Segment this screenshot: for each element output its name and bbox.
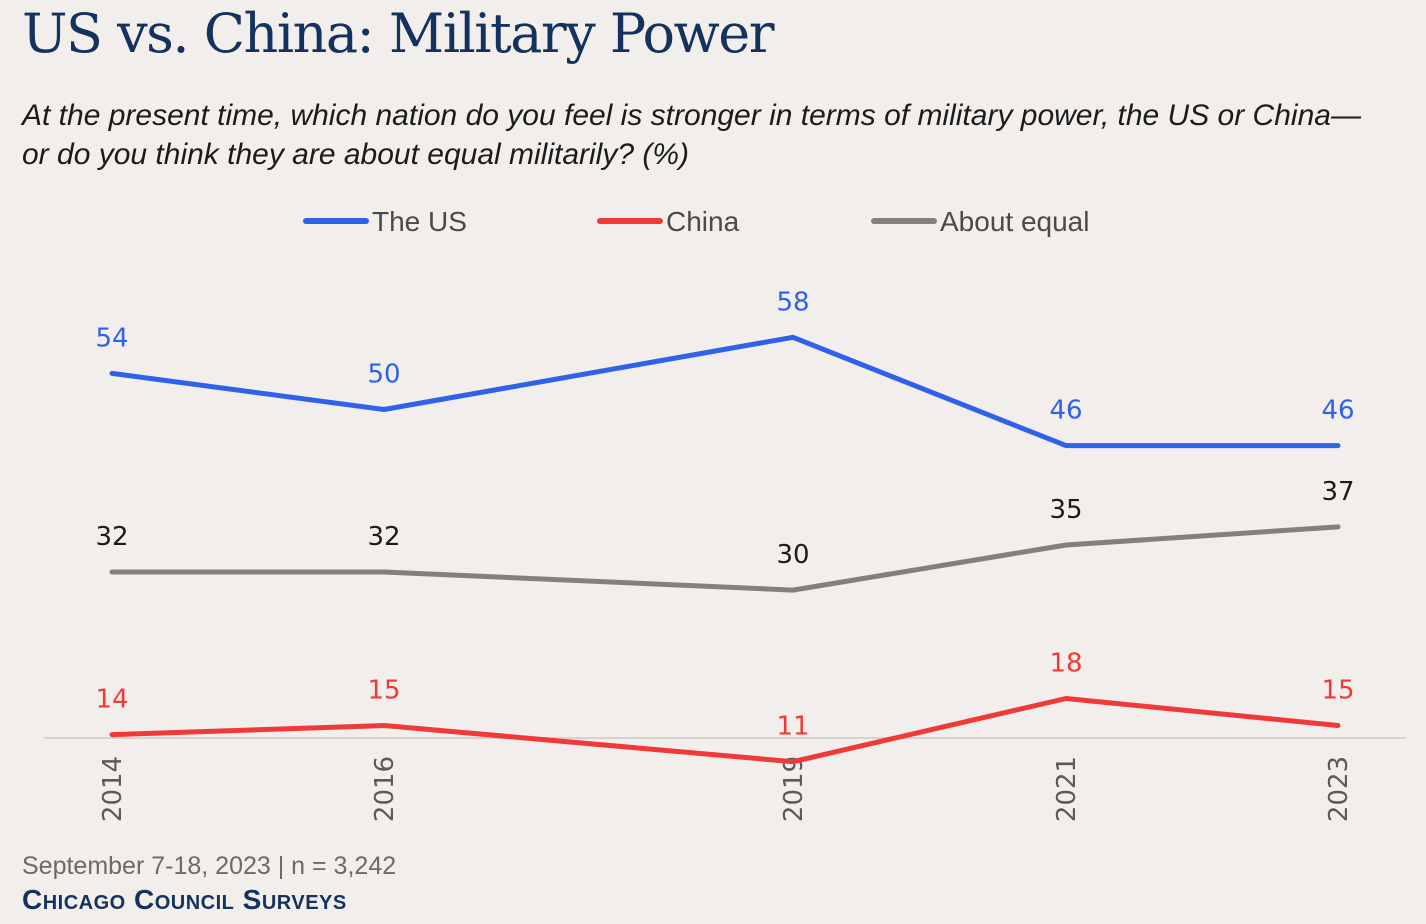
- data-label: 37: [1321, 477, 1354, 507]
- survey-note: September 7-18, 2023 | n = 3,242: [22, 852, 397, 880]
- data-label: 15: [367, 676, 400, 706]
- data-label: 46: [1049, 396, 1082, 426]
- data-label: 58: [776, 287, 809, 317]
- data-label: 30: [776, 540, 809, 570]
- data-label: 46: [1321, 396, 1354, 426]
- series-lines: [109, 334, 1341, 765]
- data-label: 50: [367, 360, 400, 390]
- x-tick-label: 2021: [1052, 756, 1082, 822]
- data-labels: 54 50 58 46 46 14 15 11 18 15 32 32 30 35 37: [95, 287, 1354, 741]
- x-tick-label: 2023: [1324, 756, 1354, 822]
- data-label: 15: [1321, 676, 1354, 706]
- legend: The US China About equal: [303, 206, 1089, 237]
- data-label: 18: [1049, 649, 1082, 679]
- source-credit: Chicago Council Surveys: [22, 884, 347, 915]
- x-tick-label: 2016: [370, 756, 400, 822]
- legend-label: China: [666, 206, 740, 237]
- legend-label: The US: [372, 206, 467, 237]
- data-label: 35: [1049, 495, 1082, 525]
- x-tick-label: 2019: [779, 756, 809, 822]
- series-line: [109, 696, 1341, 765]
- series-line: [109, 334, 1341, 449]
- series-line: [109, 524, 1341, 593]
- x-tick-label: 2014: [98, 756, 128, 822]
- data-label: 14: [95, 685, 128, 715]
- chart-subtitle: At the present time, which nation do you…: [22, 99, 1361, 171]
- legend-label: About equal: [940, 206, 1089, 237]
- data-label: 32: [367, 522, 400, 552]
- chart-title: US vs. China: Military Power: [22, 2, 775, 65]
- x-axis-ticks: 2014 2016 2019 2021 2023: [98, 756, 1354, 822]
- data-label: 32: [95, 522, 128, 552]
- data-label: 11: [776, 712, 809, 742]
- data-label: 54: [95, 323, 128, 353]
